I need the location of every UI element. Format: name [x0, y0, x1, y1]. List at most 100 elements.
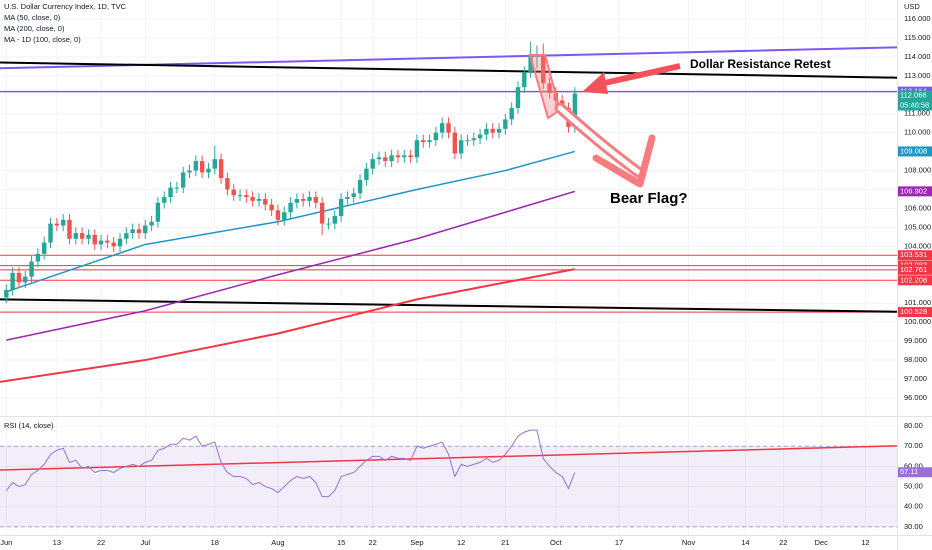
candle-body — [496, 128, 502, 133]
candle-body — [402, 155, 407, 158]
candle-body — [244, 195, 249, 198]
candle-body — [572, 93, 578, 127]
rsi-background — [0, 445, 897, 528]
candle-body — [288, 202, 293, 213]
y-tick-label: 110.000 — [904, 128, 931, 137]
legend-entry: MA (200, close, 0) — [4, 24, 65, 33]
annotation: Dollar Resistance Retest — [690, 57, 831, 71]
price-tag — [898, 307, 932, 318]
candle-body — [301, 198, 306, 201]
labels: U.S. Dollar Currency Index, 1D, TVC MA (… — [4, 2, 920, 430]
candle-body — [130, 229, 135, 234]
x-tick-label: 22 — [779, 538, 787, 547]
x-tick-label: Oct — [550, 538, 563, 547]
candle-body — [162, 197, 167, 203]
candle-body — [35, 253, 41, 262]
candle-body — [73, 233, 79, 239]
candle-body — [452, 132, 458, 154]
candle-body — [250, 197, 255, 201]
candle-body — [105, 240, 110, 243]
bear-arrow-inner — [557, 105, 641, 175]
candle-body — [345, 197, 350, 199]
candle-body — [351, 193, 356, 198]
y-tick-label: 98.000 — [904, 355, 927, 364]
moving-average — [6, 150, 576, 293]
candle-body — [421, 140, 426, 143]
legend-entry: MA (50, close, 0) — [4, 13, 61, 22]
price-tag — [898, 275, 932, 286]
candle-body — [231, 189, 236, 196]
candle-body — [4, 289, 9, 298]
rsi-trend-line — [0, 445, 898, 471]
candle-body — [86, 234, 91, 239]
candle-body — [471, 138, 476, 141]
candle-body — [263, 198, 268, 205]
candle-body — [206, 168, 211, 173]
rsi-tick-label: 40.00 — [904, 502, 923, 511]
candle-body — [370, 159, 375, 169]
candle-body — [168, 187, 173, 198]
candle-body — [307, 197, 312, 201]
candle-body — [199, 161, 205, 173]
candle-body — [458, 140, 464, 154]
candle-body — [541, 54, 546, 84]
rsi-tick-label: 80.00 — [904, 421, 923, 430]
price-tag-label: 102.761 — [900, 265, 927, 274]
candle-body — [465, 140, 470, 142]
rsi-tick-label: 60.00 — [904, 461, 923, 470]
x-tick-label: Jun — [0, 538, 12, 547]
x-tick-label: Nov — [682, 538, 696, 547]
candle-body — [528, 54, 533, 73]
candle-body — [149, 221, 154, 226]
plot — [0, 41, 898, 498]
drawings — [528, 54, 681, 188]
y-tick-label: 99.000 — [904, 336, 927, 345]
moving-average — [0, 268, 576, 383]
grid — [0, 0, 897, 535]
candle-body — [269, 204, 274, 211]
y-tick-label: 108.000 — [904, 166, 931, 175]
candle-body — [136, 229, 142, 234]
candle-body — [376, 157, 382, 160]
candle-body — [124, 233, 129, 239]
candle-body — [54, 223, 60, 226]
price-tag-label: 100.528 — [900, 307, 927, 316]
y-tick-label: 96.000 — [904, 393, 927, 402]
x-tick-label: 21 — [501, 538, 509, 547]
y-tick-label: 106.000 — [904, 203, 931, 212]
price-tag-label: 109.008 — [900, 146, 927, 155]
price-tag — [898, 250, 932, 261]
candle-body — [92, 234, 97, 245]
candle-body — [42, 242, 47, 254]
candle-body — [282, 212, 287, 220]
candle-body — [414, 140, 420, 158]
candle-body — [225, 178, 230, 190]
x-tick-label: 18 — [211, 538, 219, 547]
legend-entry: MA - 1D (100, close, 0) — [4, 35, 81, 44]
candle-body — [294, 198, 300, 203]
x-tick-label: Sep — [410, 538, 423, 547]
x-tick-label: Dec — [815, 538, 829, 547]
trend-line — [0, 61, 898, 79]
rsi-tick-label: 50.00 — [904, 482, 923, 491]
x-tick-label: Jul — [140, 538, 150, 547]
y-tick-label: 111.000 — [904, 109, 930, 118]
annotation: Bear Flag? — [610, 190, 688, 207]
candle-body — [408, 155, 413, 158]
candle-body — [338, 198, 344, 217]
x-tick-label: 22 — [97, 538, 105, 547]
candle-body — [326, 223, 331, 225]
candle-body — [439, 123, 445, 133]
candle-body — [98, 240, 104, 245]
y-tick-label: 100.000 — [904, 317, 931, 326]
candle-body — [16, 272, 22, 283]
trend-line — [0, 298, 898, 313]
candle-body — [48, 223, 53, 243]
arrow-shaft — [599, 63, 681, 87]
candle-body — [383, 157, 388, 162]
price-tag — [898, 264, 932, 275]
candle-body — [484, 128, 489, 135]
candle-body — [547, 83, 552, 93]
candle-body — [218, 159, 224, 179]
